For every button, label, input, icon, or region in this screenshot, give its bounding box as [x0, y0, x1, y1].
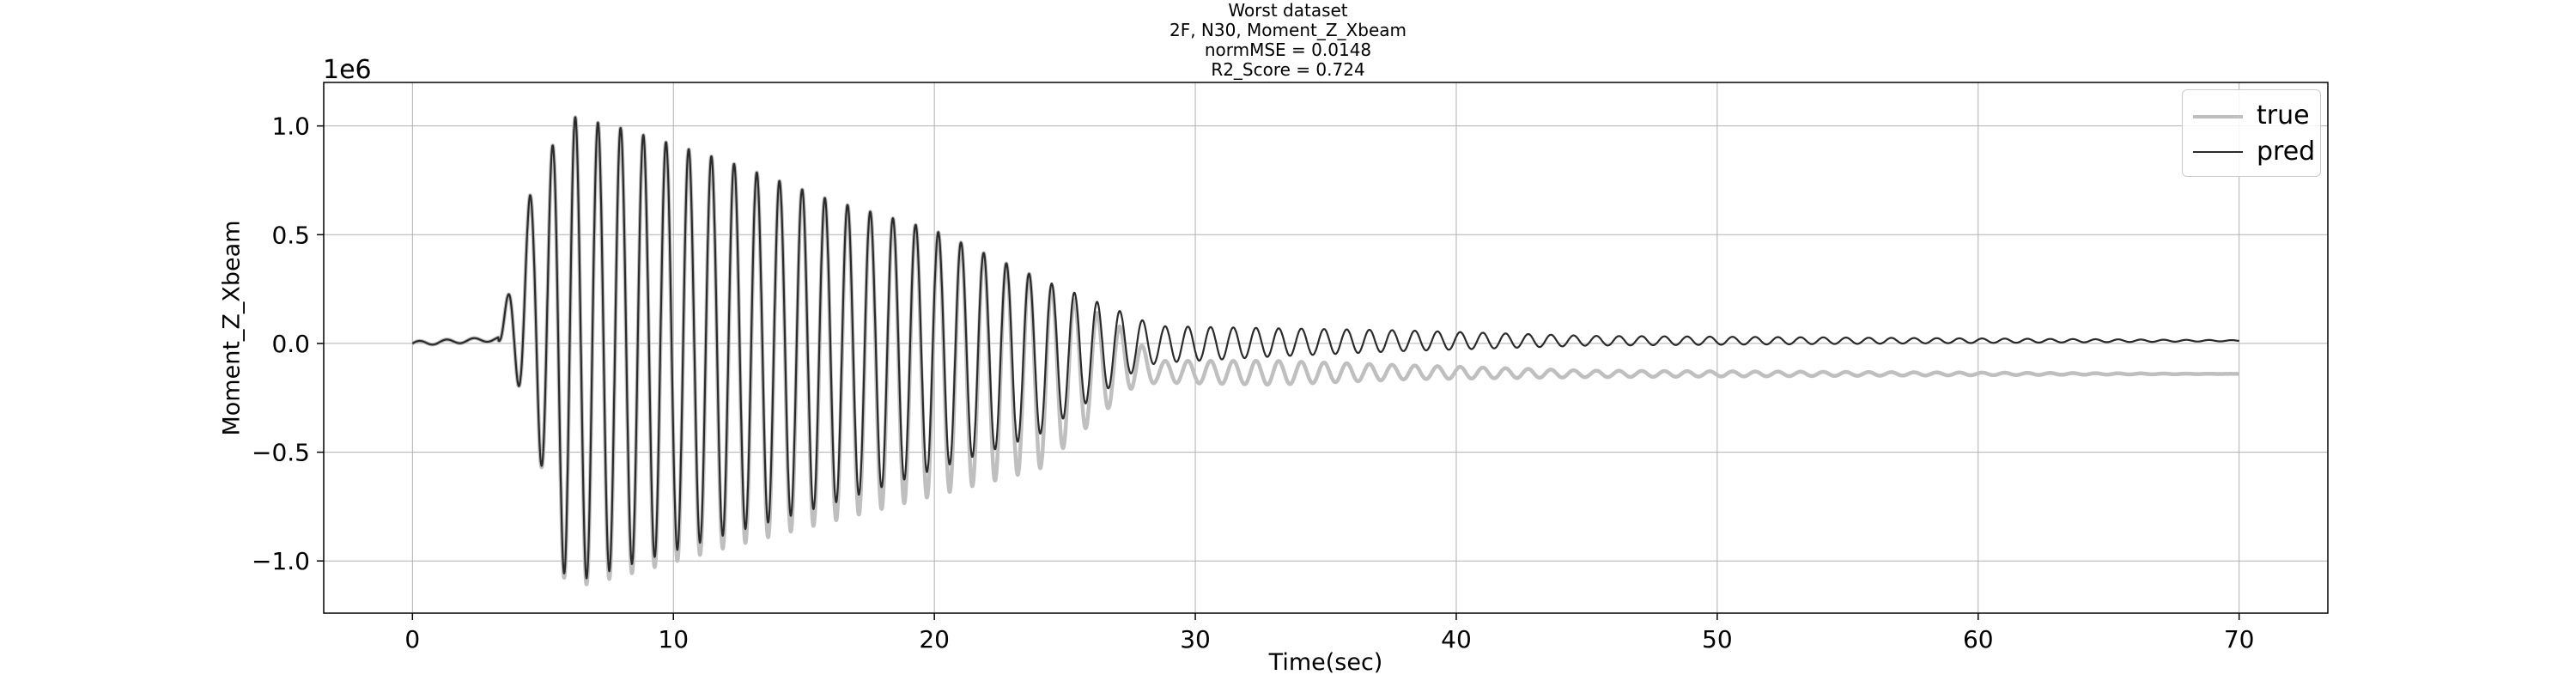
x-tick-label: 30: [1180, 625, 1211, 654]
chart-title-line-1: Worst dataset: [1228, 0, 1348, 21]
y-tick-label: 0.5: [271, 221, 310, 249]
legend-label-true: true: [2257, 100, 2310, 131]
y-offset-label: 1e6: [323, 55, 372, 85]
y-tick-label: −1.0: [252, 547, 310, 575]
x-tick-label: 10: [658, 625, 689, 654]
axis-ticks: 0 10 20 30 40 50 60 70 −1.0 −0.5 0.0 0.5 1.0: [252, 112, 2254, 654]
legend-entry-pred: pred: [2183, 135, 2320, 169]
x-axis-label: Time(sec): [1268, 649, 1383, 676]
plot-frame: [323, 82, 2329, 614]
y-tick-label: 1.0: [271, 112, 310, 141]
x-tick-label: 20: [919, 625, 950, 654]
legend-swatch-true: [2193, 115, 2243, 119]
y-tick-label: 0.0: [271, 330, 310, 358]
chart-title-line-4: R2_Score = 0.724: [1211, 59, 1365, 80]
y-axis-label: Moment_Z_Xbeam: [218, 220, 246, 436]
chart-title-line-3: normMSE = 0.0148: [1204, 40, 1372, 60]
legend-entry-true: true: [2183, 99, 2320, 133]
series-layer: [410, 115, 2241, 587]
legend: true pred: [2182, 89, 2321, 177]
x-tick-label: 40: [1441, 625, 1472, 654]
x-tick-label: 70: [2224, 625, 2255, 654]
legend-label-pred: pred: [2257, 137, 2316, 167]
series-line-pred: [411, 116, 2240, 580]
chart-title-line-2: 2F, N30, Moment_Z_Xbeam: [1169, 20, 1406, 40]
x-tick-label: 60: [1963, 625, 1994, 654]
y-tick-label: −0.5: [252, 439, 310, 467]
x-tick-label: 0: [404, 625, 420, 654]
x-tick-label: 50: [1702, 625, 1733, 654]
legend-swatch-pred: [2193, 151, 2243, 153]
